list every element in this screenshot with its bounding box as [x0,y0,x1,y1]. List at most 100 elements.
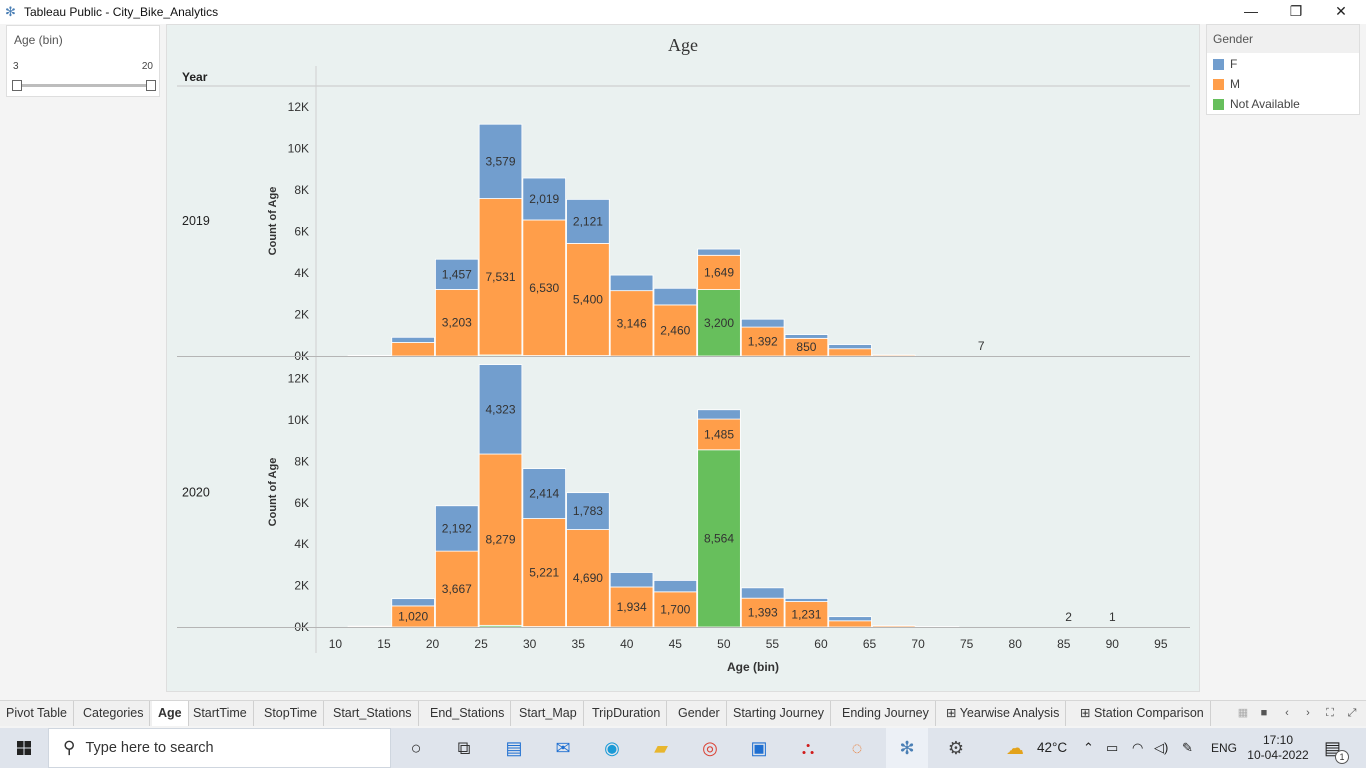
tab-tripduration[interactable]: TripDuration [586,701,668,726]
fit-icon[interactable]: ⤢ [1347,707,1357,719]
slider-min-handle[interactable] [12,80,22,91]
data-label: 5,400 [573,293,603,307]
tab-starting-journey[interactable]: Starting Journey [727,701,832,726]
battery-icon[interactable]: ▭ [1106,740,1119,755]
data-label: 4,323 [485,402,515,416]
tab-categories[interactable]: Categories [77,701,151,726]
pen-icon[interactable]: ✎ [1182,740,1193,755]
year-label-2020: 2020 [182,486,210,500]
bar-segment-f [828,344,872,350]
tab-start-map[interactable]: Start_Map [513,701,584,726]
tab-starttime[interactable]: StartTime [187,701,254,726]
bar-segment-f [522,468,566,519]
tableau-taskbar-icon[interactable]: ✻ [886,728,928,768]
volume-icon[interactable]: ◁) [1154,740,1169,755]
y-tick-label: 10K [288,141,309,155]
legend-item-m[interactable]: M [1213,76,1240,92]
close-icon[interactable]: ✕ [1335,3,1347,19]
file-explorer-icon[interactable]: ▰ [654,738,668,758]
calendar-app-icon[interactable]: ▤ [505,738,523,758]
clock[interactable]: 17:10 10-04-2022 [1246,728,1310,768]
data-label: 1 [1109,610,1116,624]
y-tick-label: 2K [294,307,309,321]
data-label: 2,192 [442,521,472,535]
acrobat-reader-icon[interactable]: ⛬ [801,738,815,758]
legend-item-f[interactable]: F [1213,56,1237,72]
microsoft-store-icon[interactable]: ▣ [750,738,768,758]
legend-swatch [1213,58,1224,70]
cortana-icon[interactable]: ○ [410,738,422,758]
data-label: 7 [978,339,985,353]
presentation-mode-icon[interactable]: ⛶ [1326,707,1334,719]
bar-segment-f [828,616,872,622]
data-label: 3,200 [704,316,734,330]
y-tick-label: 8K [294,183,309,197]
tab-age[interactable]: Age [152,701,189,726]
bar-segment-m [697,418,741,451]
tab-start-stations[interactable]: Start_Stations [327,701,419,726]
tab-gender[interactable]: Gender [672,701,727,726]
bar-segment-f [784,334,829,339]
age-bin-filter: Age (bin) 3 20 [6,25,160,97]
slider-track[interactable] [17,84,151,87]
bar-segment-f [697,248,741,256]
clock-time: 17:10 [1262,733,1294,747]
tab-yearwise-analysis[interactable]: ⊞ Yearwise Analysis [940,701,1067,726]
slider-max-handle[interactable] [146,80,156,91]
show-filmstrip-icon[interactable]: ▦ [1237,707,1249,719]
language-indicator[interactable]: ENG [1211,741,1238,755]
rows-header-year: Year [182,70,208,84]
bar-segment-m [347,625,392,628]
jupyter-icon[interactable]: ◌ [851,738,863,758]
data-label: 2,414 [529,487,559,501]
x-tick-label: 90 [1106,637,1120,651]
restore-icon[interactable]: ❐ [1289,3,1303,19]
bar-segment-f [566,198,610,244]
y-axis-title: Count of Age [267,458,279,527]
chart-title: Age [668,35,698,55]
windows-start-icon[interactable] [0,728,48,768]
data-label: 1,392 [748,335,778,349]
tab-end-stations[interactable]: End_Stations [424,701,512,726]
bar-segment-m [828,620,872,628]
x-tick-label: 55 [766,637,780,651]
previous-sheet-icon[interactable]: ‹ [1285,707,1289,719]
wifi-icon[interactable]: ◠ [1132,740,1144,755]
x-tick-label: 45 [669,637,683,651]
data-label: 3,579 [485,154,515,168]
next-sheet-icon[interactable]: › [1306,707,1310,719]
tab-ending-journey[interactable]: Ending Journey [836,701,936,726]
legend-item-not-available[interactable]: Not Available [1213,96,1300,112]
task-view-icon[interactable]: ⧉ [457,738,471,758]
data-label: 1,393 [748,606,778,620]
chrome-browser-icon[interactable]: ◎ [702,738,718,758]
data-label: 1,649 [704,265,734,279]
x-tick-label: 25 [474,637,488,651]
weather-icon[interactable]: ☁ [1006,738,1024,758]
show-hidden-icons-icon[interactable]: ⌃ [1083,740,1094,755]
tab-station-comparison[interactable]: ⊞ Station Comparison [1074,701,1211,726]
y-tick-label: 6K [294,496,309,510]
minimize-icon[interactable]: — [1244,3,1258,19]
data-label: 850 [796,340,816,354]
search-icon: ⚲ [63,738,76,757]
data-label: 3,146 [617,316,647,330]
show-tabs-icon[interactable]: ■ [1260,707,1268,719]
settings-gear-icon[interactable]: ⚙ [947,738,965,758]
tab-stoptime[interactable]: StopTime [258,701,325,726]
mail-icon[interactable]: ✉ [555,738,571,758]
bar-segment-m [828,348,872,357]
data-label: 8,564 [704,531,734,545]
tab-pivot-table[interactable]: Pivot Table [0,701,74,726]
bar-segment-m [609,290,654,357]
taskbar-search-box[interactable]: ⚲ Type here to search [48,728,391,768]
edge-browser-icon[interactable]: ◉ [604,738,620,758]
x-tick-label: 15 [377,637,391,651]
data-label: 1,457 [442,267,472,281]
y-tick-label: 12K [288,372,309,386]
windows-taskbar: ⚲ Type here to search ○ ⧉ ▤ ✉ ◉ ▰ ◎ ▣ ⛬ … [0,728,1366,768]
data-label: 1,783 [573,504,603,518]
bar-segment-f [478,123,523,199]
legend-title: Gender [1207,25,1359,53]
